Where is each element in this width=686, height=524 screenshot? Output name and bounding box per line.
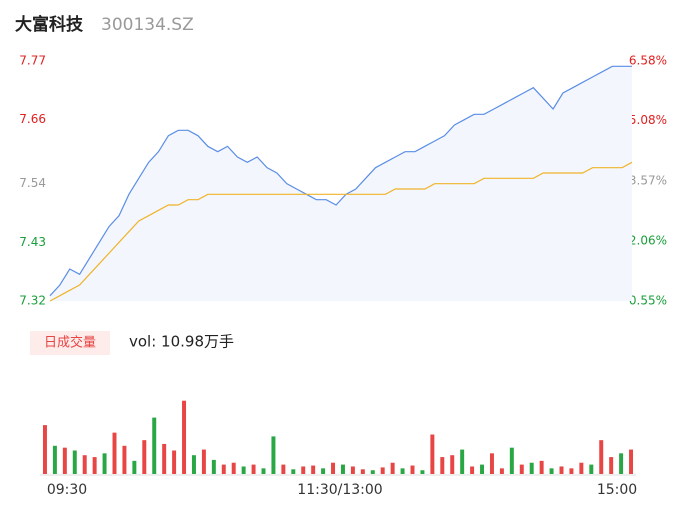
volume-bar [231,462,236,474]
volume-bar [102,453,107,474]
volume-label: vol: 10.98万手 [129,333,234,351]
volume-bar [609,457,614,474]
volume-bar [519,464,524,474]
chart-subtitle: 300134.SZ [101,15,194,35]
volume-bar [380,467,385,474]
volume-bar [152,417,157,474]
volume-bar [62,447,67,474]
volume-tab: 日成交量 [44,335,96,351]
series-line [49,65,632,297]
volume-bar [42,425,47,474]
volume-bar [400,468,405,474]
volume-bar [410,465,415,474]
volume-bar [360,469,365,474]
y-tick-label: 7.32 [19,294,46,308]
volume-bar [450,455,455,474]
x-tick-label: 09:30 [47,482,87,498]
volume-bar [460,449,465,474]
volume-bar [589,464,594,474]
price-area [50,66,632,301]
series-line [49,161,633,302]
volume-bar [350,466,355,474]
volume-bar [241,466,246,474]
x-tick-label: 15:00 [597,482,637,498]
volume-bar [340,464,345,474]
volume-bar [509,447,514,474]
volume-bar [142,440,147,474]
volume-bar [291,469,296,474]
y-tick-label: 7.66 [19,112,46,126]
volume-bar [440,457,445,474]
volume-bar [579,462,584,474]
volume-bar [172,450,177,474]
y-tick-label: 7.77 [19,54,46,68]
volume-bar [370,470,375,474]
chart-title: 大富科技 [15,14,84,35]
volume-bar [251,464,256,474]
volume-bar [430,434,435,474]
volume-bar [331,462,336,474]
volume-bar [549,468,554,474]
volume-tab-bg [30,331,110,355]
y2-tick-label: 0.55% [629,294,667,308]
volume-bar [201,449,206,474]
volume-bar [112,432,117,474]
volume-bar [489,453,494,474]
volume-bar [559,466,564,474]
volume-bar [221,464,226,474]
volume-bar [311,465,316,474]
volume-bar [72,450,77,474]
volume-bar [480,464,485,474]
volume-bar [599,440,604,474]
volume-bar [261,468,266,474]
volume-bar [92,457,97,474]
volume-bar [281,464,286,474]
volume-bar [132,460,137,474]
volume-bar [529,462,534,474]
volume-bar [619,453,624,474]
volume-bar [499,468,504,474]
y2-tick-label: 5.08% [629,113,667,127]
volume-bar [539,460,544,474]
volume-bar [211,459,216,474]
volume-bar [182,400,187,474]
volume-bar [82,455,87,474]
y2-tick-label: 6.58% [629,54,667,68]
y-tick-label: 7.43 [19,235,46,249]
y2-tick-label: 2.06% [629,233,667,247]
volume-bar [321,468,326,474]
volume-bar [52,445,57,474]
x-tick-label: 11:30/13:00 [297,482,382,498]
volume-bar [122,445,127,474]
volume-bar [629,449,634,474]
volume-bar [470,466,475,474]
volume-bar [420,470,425,474]
volume-bar [162,443,167,474]
volume-bar [191,455,196,474]
y-tick-label: 7.54 [19,176,46,190]
y2-tick-label: 3.57% [629,173,667,187]
volume-bar [301,466,306,474]
volume-bar [390,462,395,474]
volume-bar [271,436,276,474]
volume-bar [569,468,574,474]
